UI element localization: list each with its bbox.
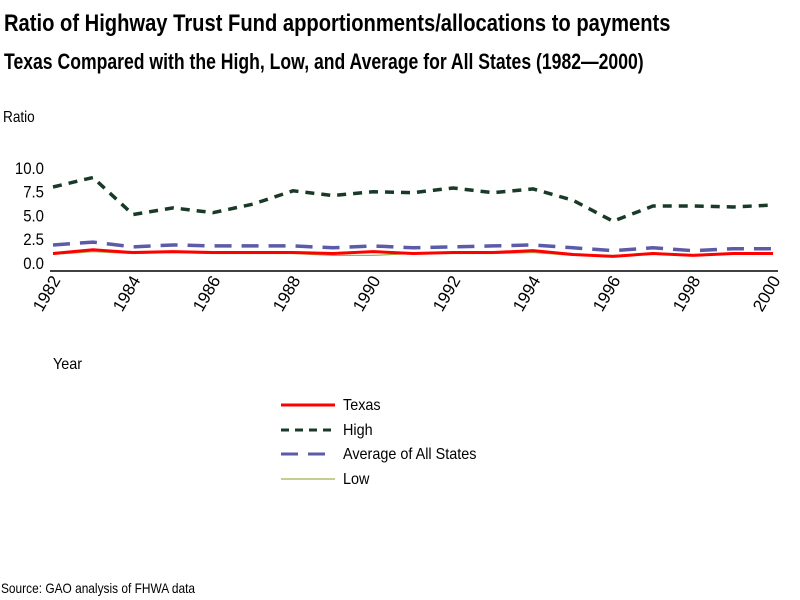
series-line-high (52, 175, 774, 224)
x-tick-label: 1998 (669, 273, 704, 315)
chart-subtitle: Texas Compared with the High, Low, and A… (4, 49, 644, 74)
chart-title: Ratio of Highway Trust Fund apportionmen… (4, 10, 671, 37)
series-lines (52, 175, 774, 258)
legend-swatch-low (281, 477, 335, 480)
legend-swatch-average (281, 452, 335, 456)
y-tick-labels: 0.0 2.5 5.0 7.5 10.0 (15, 160, 44, 273)
x-tick-label: 1982 (29, 273, 64, 315)
x-tick-label: 1992 (429, 273, 464, 315)
x-tick-label: 1984 (109, 273, 144, 315)
source-note: Source: GAO analysis of FHWA data (1, 580, 196, 596)
y-axis-label: Ratio (3, 109, 35, 126)
x-tick-label: 1986 (189, 273, 224, 315)
y-tick-label: 0.0 (23, 255, 44, 273)
y-tick-label: 2.5 (23, 231, 44, 249)
x-tick-label: 2000 (749, 273, 784, 315)
legend-label: Low (343, 470, 370, 488)
legend-swatch-high (281, 428, 335, 431)
x-tick-label: 1990 (349, 273, 384, 315)
x-axis-label: Year (53, 356, 83, 373)
legend-label: Texas (343, 397, 381, 414)
legend-label: High (343, 421, 373, 439)
y-tick-label: 5.0 (23, 208, 44, 226)
series-line-texas (52, 248, 773, 258)
legend-label: Average of All States (343, 446, 477, 463)
x-tick-label: 1988 (269, 273, 304, 315)
x-tick-labels: 1982 1984 1986 1988 1990 1992 1994 1996 1998 2000 (29, 273, 784, 315)
y-tick-label: 10.0 (15, 160, 44, 178)
x-tick-label: 1994 (509, 273, 544, 315)
x-tick-label: 1996 (589, 273, 624, 315)
y-tick-label: 7.5 (23, 184, 44, 202)
legend-swatch-texas (281, 403, 335, 407)
series-line-average-of-all-states (52, 240, 773, 253)
